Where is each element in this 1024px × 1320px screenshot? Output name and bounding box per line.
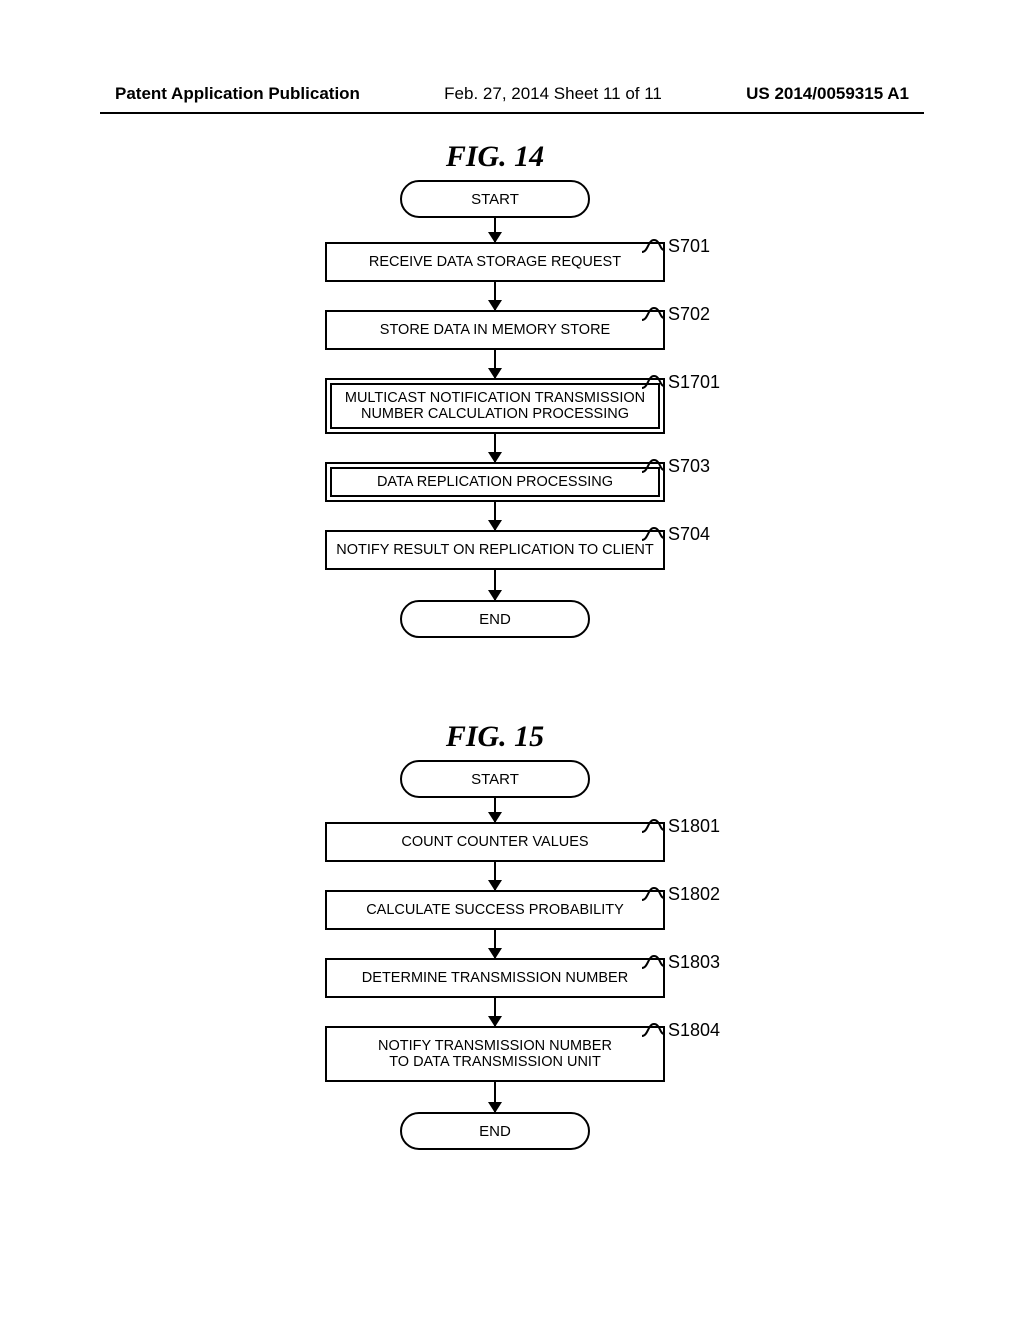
header-right: US 2014/0059315 A1 bbox=[746, 84, 909, 104]
flowchart-arrow bbox=[494, 570, 497, 600]
flowchart-process-row: RECEIVE DATA STORAGE REQUEST S701 bbox=[280, 242, 710, 282]
flowchart-process-row: NOTIFY TRANSMISSION NUMBER TO DATA TRANS… bbox=[280, 1026, 710, 1082]
flowchart-terminator: END bbox=[400, 600, 590, 638]
flowchart-process: COUNT COUNTER VALUES bbox=[325, 822, 665, 862]
step-ref-text: S1801 bbox=[668, 816, 720, 837]
step-reference-label: S1804 bbox=[640, 1020, 720, 1041]
flowchart-terminator: START bbox=[400, 760, 590, 798]
flowchart-process-row: COUNT COUNTER VALUES S1801 bbox=[280, 822, 710, 862]
step-ref-text: S1803 bbox=[668, 952, 720, 973]
flowchart-process-row: STORE DATA IN MEMORY STORE S702 bbox=[280, 310, 710, 350]
flowchart-arrow bbox=[494, 862, 497, 890]
flowchart-process-row: DETERMINE TRANSMISSION NUMBER S1803 bbox=[280, 958, 710, 998]
step-reference-label: S1701 bbox=[640, 372, 720, 393]
leader-curve-icon bbox=[640, 816, 664, 836]
leader-curve-icon bbox=[640, 524, 664, 544]
step-ref-text: S701 bbox=[668, 236, 710, 257]
step-reference-label: S1803 bbox=[640, 952, 720, 973]
flowchart-process-row: MULTICAST NOTIFICATION TRANSMISSION NUMB… bbox=[280, 378, 710, 434]
leader-curve-icon bbox=[640, 372, 664, 392]
flowchart-arrow bbox=[494, 282, 497, 310]
step-reference-label: S1802 bbox=[640, 884, 720, 905]
figure-title: FIG. 14 bbox=[280, 140, 710, 174]
step-reference-label: S702 bbox=[640, 304, 710, 325]
step-ref-text: S702 bbox=[668, 304, 710, 325]
flowchart-terminator-row: END bbox=[280, 600, 710, 638]
leader-curve-icon bbox=[640, 1020, 664, 1040]
flowchart-arrow bbox=[494, 350, 497, 378]
flowchart-terminator-row: END bbox=[280, 1112, 710, 1150]
flowchart-process: NOTIFY RESULT ON REPLICATION TO CLIENT bbox=[325, 530, 665, 570]
page: Patent Application Publication Feb. 27, … bbox=[0, 0, 1024, 1320]
leader-curve-icon bbox=[640, 456, 664, 476]
header-rule bbox=[100, 112, 924, 114]
flowchart-terminator-row: START bbox=[280, 760, 710, 798]
step-reference-label: S704 bbox=[640, 524, 710, 545]
step-ref-text: S1804 bbox=[668, 1020, 720, 1041]
leader-curve-icon bbox=[640, 236, 664, 256]
flowchart-terminator: START bbox=[400, 180, 590, 218]
fig14: FIG. 14 START RECEIVE DATA STORAGE REQUEST… bbox=[280, 140, 710, 638]
flowchart-process: MULTICAST NOTIFICATION TRANSMISSION NUMB… bbox=[325, 378, 665, 434]
flowchart-arrow bbox=[494, 434, 497, 462]
flowchart-arrow bbox=[494, 998, 497, 1026]
flowchart-process: CALCULATE SUCCESS PROBABILITY bbox=[325, 890, 665, 930]
flowchart-arrow bbox=[494, 502, 497, 530]
header-left: Patent Application Publication bbox=[115, 84, 360, 104]
flowchart-process: STORE DATA IN MEMORY STORE bbox=[325, 310, 665, 350]
flowchart-terminator-row: START bbox=[280, 180, 710, 218]
flowchart-process: DETERMINE TRANSMISSION NUMBER bbox=[325, 958, 665, 998]
step-ref-text: S703 bbox=[668, 456, 710, 477]
figure-title: FIG. 15 bbox=[280, 720, 710, 754]
leader-curve-icon bbox=[640, 952, 664, 972]
flowchart-process: NOTIFY TRANSMISSION NUMBER TO DATA TRANS… bbox=[325, 1026, 665, 1082]
step-ref-text: S704 bbox=[668, 524, 710, 545]
step-ref-text: S1802 bbox=[668, 884, 720, 905]
header-center: Feb. 27, 2014 Sheet 11 of 11 bbox=[444, 84, 662, 104]
leader-curve-icon bbox=[640, 304, 664, 324]
flowchart-process: RECEIVE DATA STORAGE REQUEST bbox=[325, 242, 665, 282]
page-header: Patent Application Publication Feb. 27, … bbox=[0, 84, 1024, 104]
step-reference-label: S703 bbox=[640, 456, 710, 477]
step-reference-label: S701 bbox=[640, 236, 710, 257]
step-ref-text: S1701 bbox=[668, 372, 720, 393]
flowchart-terminator: END bbox=[400, 1112, 590, 1150]
flowchart-process-row: NOTIFY RESULT ON REPLICATION TO CLIENT S… bbox=[280, 530, 710, 570]
step-reference-label: S1801 bbox=[640, 816, 720, 837]
flowchart-process: DATA REPLICATION PROCESSING bbox=[325, 462, 665, 502]
flowchart-arrow bbox=[494, 798, 497, 822]
flowchart-process-row: CALCULATE SUCCESS PROBABILITY S1802 bbox=[280, 890, 710, 930]
flowchart-arrow bbox=[494, 930, 497, 958]
leader-curve-icon bbox=[640, 884, 664, 904]
flowchart-process-row: DATA REPLICATION PROCESSING S703 bbox=[280, 462, 710, 502]
fig15: FIG. 15 START COUNT COUNTER VALUES S1801 CA… bbox=[280, 720, 710, 1150]
flowchart-arrow bbox=[494, 218, 497, 242]
flowchart-arrow bbox=[494, 1082, 497, 1112]
